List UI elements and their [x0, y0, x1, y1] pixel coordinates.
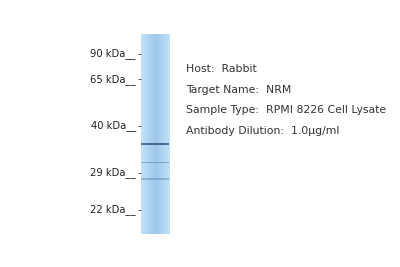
Bar [160, 34, 161, 234]
Bar [143, 34, 144, 234]
Bar [169, 34, 170, 234]
Text: 40 kDa__: 40 kDa__ [91, 120, 136, 131]
Bar [146, 34, 147, 234]
Bar [149, 34, 150, 234]
Bar [165, 34, 166, 234]
Bar [157, 34, 158, 234]
Bar [142, 178, 169, 180]
Bar [156, 34, 157, 234]
Bar [162, 34, 163, 234]
Bar [153, 34, 154, 234]
Text: 29 kDa__: 29 kDa__ [90, 167, 136, 178]
Bar [155, 34, 156, 234]
Bar [157, 34, 158, 234]
Bar [155, 34, 156, 234]
Bar [159, 34, 160, 234]
Text: 90 kDa__: 90 kDa__ [90, 48, 136, 59]
Bar [149, 34, 150, 234]
Text: Sample Type:  RPMI 8226 Cell Lysate: Sample Type: RPMI 8226 Cell Lysate [186, 105, 386, 115]
Bar [147, 34, 148, 234]
Bar [154, 34, 155, 234]
Bar [142, 143, 169, 146]
Bar [164, 34, 165, 234]
Text: 22 kDa__: 22 kDa__ [90, 205, 136, 215]
Bar [168, 34, 169, 234]
Bar [160, 34, 161, 234]
Bar [161, 34, 162, 234]
Text: Target Name:  NRM: Target Name: NRM [186, 85, 292, 95]
Bar [166, 34, 167, 234]
Bar [156, 34, 157, 234]
Bar [151, 34, 152, 234]
Bar [150, 34, 151, 234]
Bar [163, 34, 164, 234]
Bar [151, 34, 152, 234]
Bar [143, 34, 144, 234]
Text: Host:  Rabbit: Host: Rabbit [186, 64, 257, 74]
Bar [162, 34, 163, 234]
Bar [144, 34, 145, 234]
Bar [167, 34, 168, 234]
Bar [145, 34, 146, 234]
Bar [166, 34, 167, 234]
Text: 65 kDa__: 65 kDa__ [90, 74, 136, 85]
Bar [163, 34, 164, 234]
Bar [146, 34, 147, 234]
Bar [158, 34, 159, 234]
Bar [154, 34, 155, 234]
Text: Antibody Dilution:  1.0µg/ml: Antibody Dilution: 1.0µg/ml [186, 126, 340, 136]
Bar [142, 34, 143, 234]
Bar [145, 34, 146, 234]
Bar [148, 34, 149, 234]
Bar [159, 34, 160, 234]
Bar [152, 34, 153, 234]
Bar [148, 34, 149, 234]
Bar [168, 34, 169, 234]
Bar [142, 162, 169, 163]
Bar [142, 34, 143, 234]
Bar [165, 34, 166, 234]
